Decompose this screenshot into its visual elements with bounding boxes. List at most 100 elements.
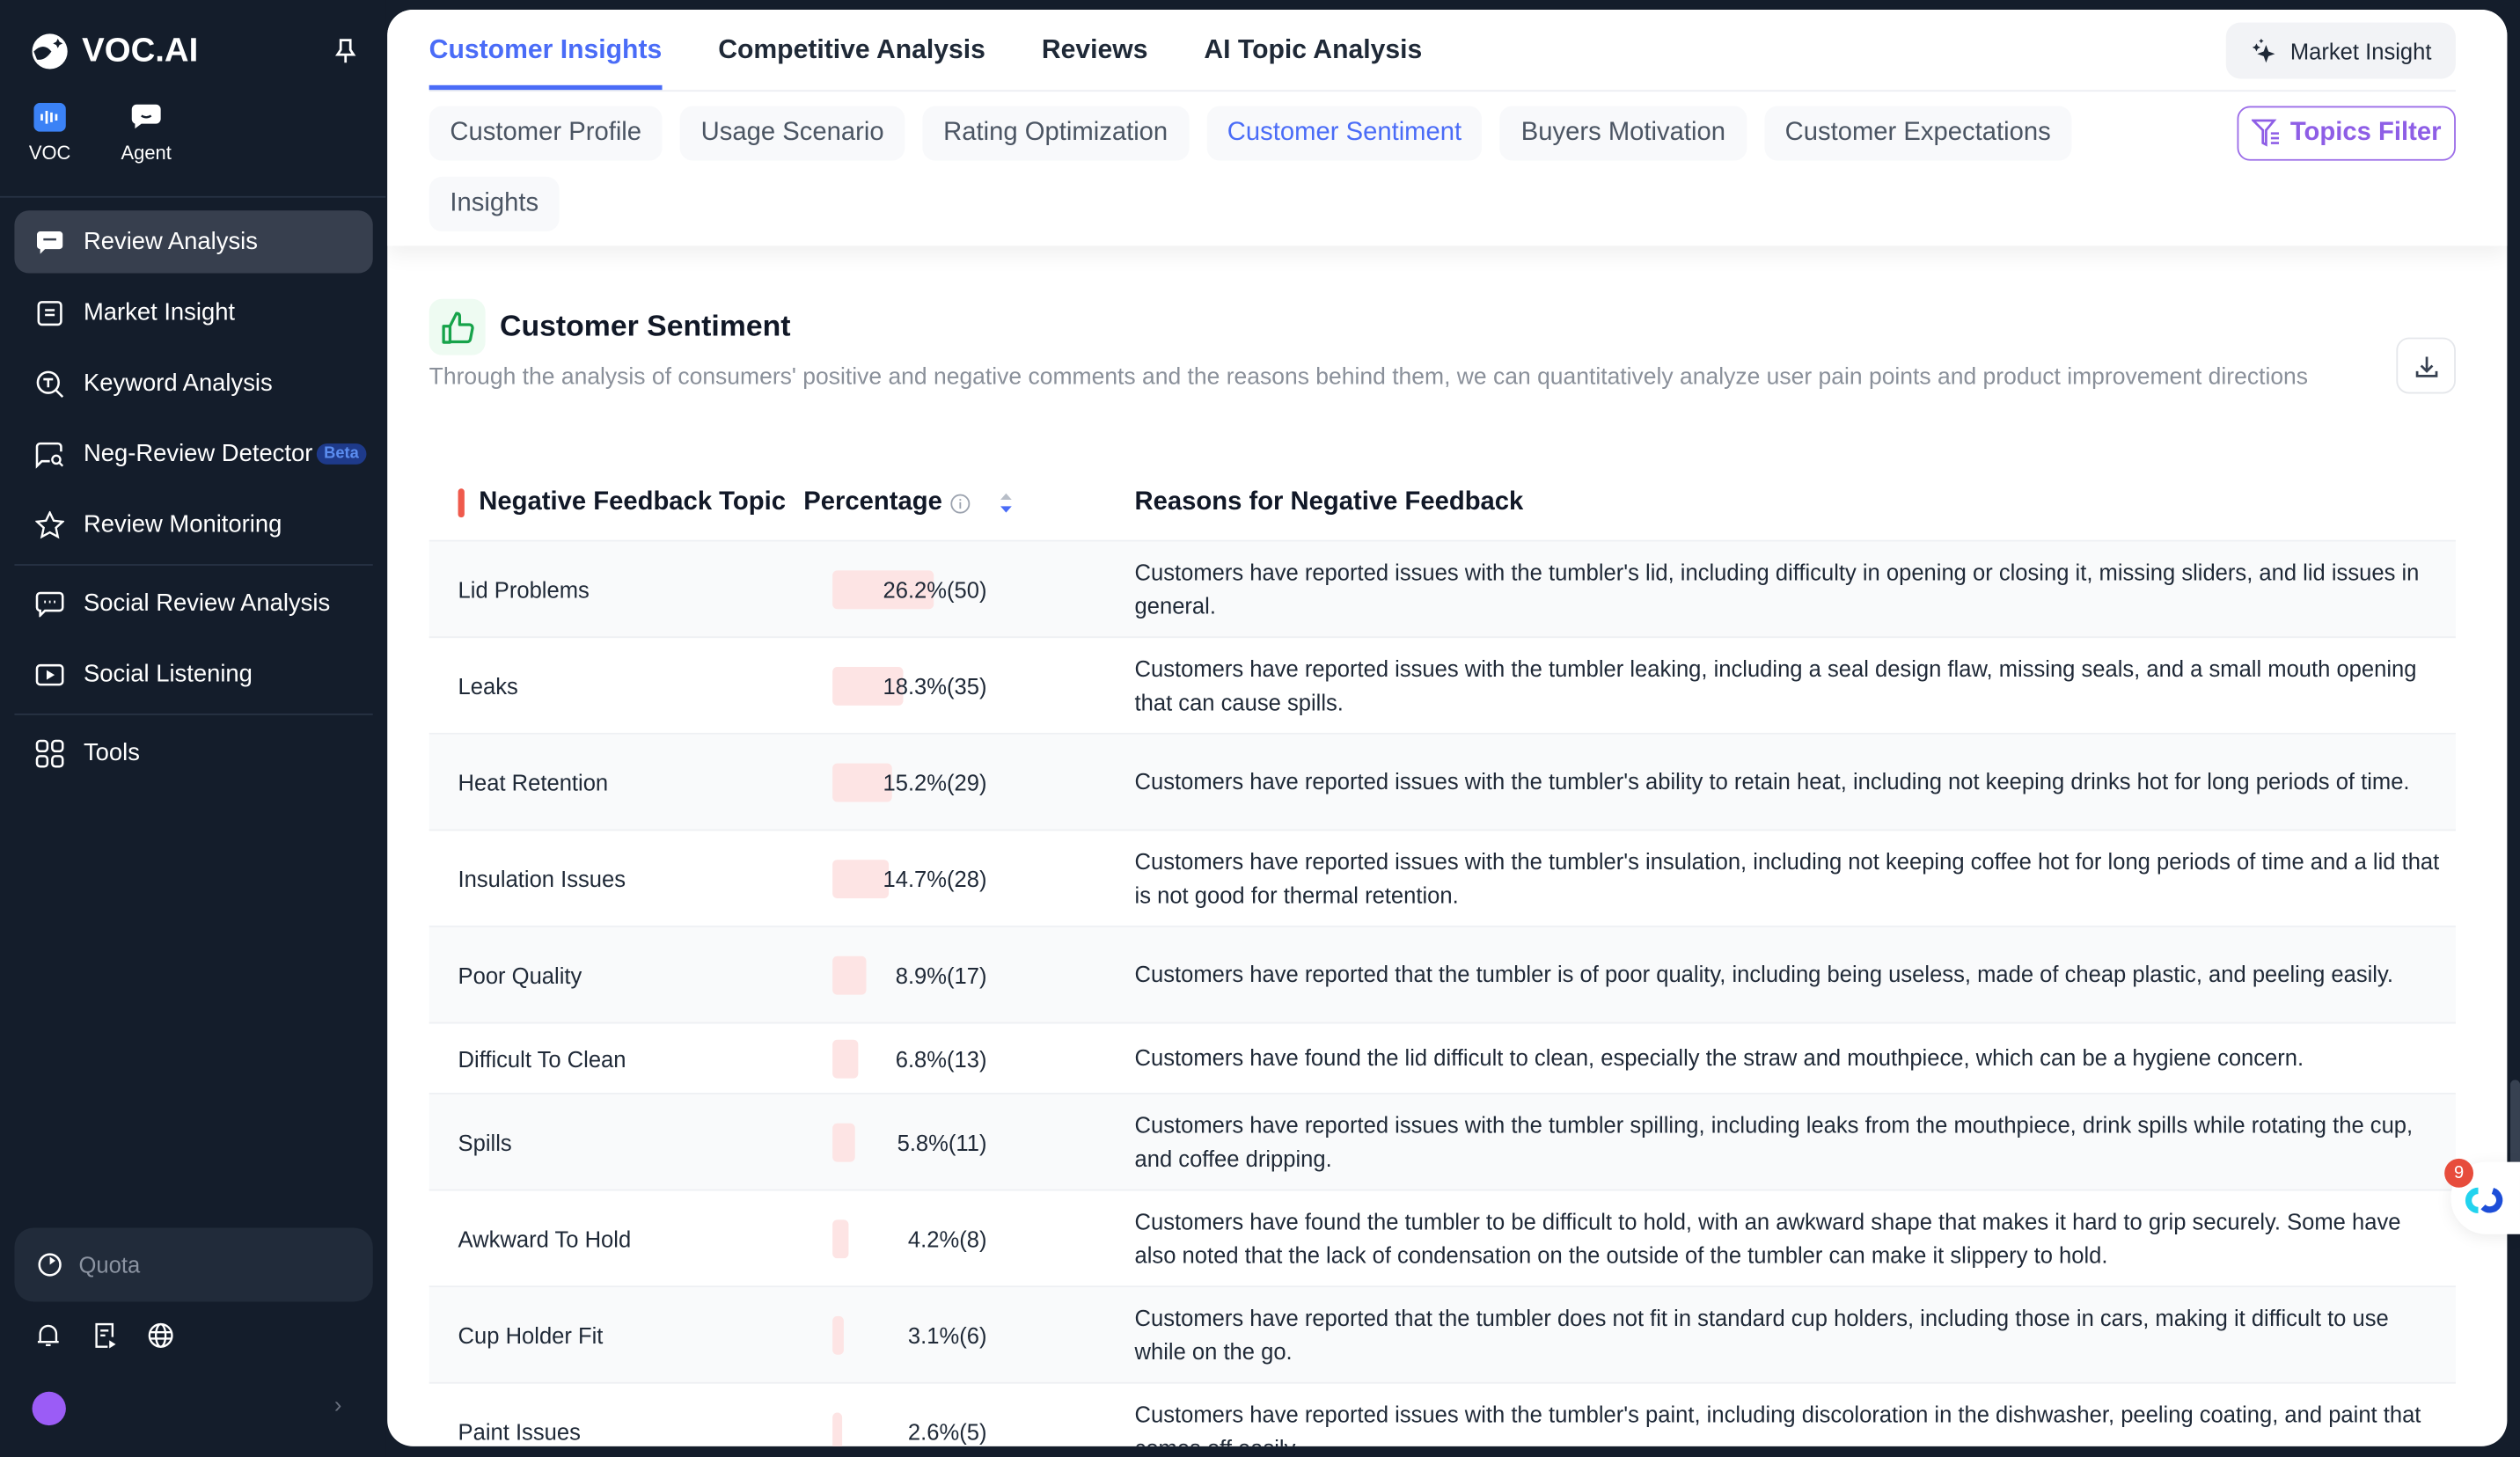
percentage-cell: 15.2%(29) [803,762,1134,802]
sidebar-item-label: Neg-Review Detector [83,440,313,468]
table-row: Lid Problems 26.2%(50) Customers have re… [429,541,2456,639]
chat-search-icon [35,441,64,468]
play-icon [35,663,64,685]
subtab-usage-scenario[interactable]: Usage Scenario [679,106,905,161]
sidebar-item-market-insight[interactable]: Market Insight [14,282,372,344]
scrollbar[interactable] [2510,1080,2520,1177]
tab-customer-insights[interactable]: Customer Insights [429,10,663,91]
market-insight-button[interactable]: Market Insight [2225,22,2456,79]
app-label: VOC [28,141,71,165]
thumbs-up-icon [429,298,486,355]
sidebar-item-social-listening[interactable]: Social Listening [14,643,372,706]
percentage-bar [832,955,868,994]
reason-cell: Customers have found the tumbler to be d… [1134,1207,2401,1268]
subtab-customer-profile[interactable]: Customer Profile [429,106,663,161]
sidebar-item-label: Social Listening [83,660,253,688]
reason-cell: Customers have reported issues with the … [1134,655,2417,714]
keyword-search-icon [36,370,64,398]
topic-cell: Poor Quality [458,962,582,988]
sidebar-item-review-analysis[interactable]: Review Analysis [14,210,373,274]
app-label: Agent [121,141,172,165]
bell-icon[interactable] [35,1322,61,1348]
sparkle-icon [2252,37,2275,62]
subtab-rating-optimization[interactable]: Rating Optimization [922,106,1189,161]
sidebar-item-label: Review Monitoring [83,510,282,538]
header-topic: Negative Feedback Topic [479,488,786,516]
table-row: Insulation Issues 14.7%(28) Customers ha… [429,831,2456,927]
header-reasons: Reasons for Negative Feedback [1134,488,1524,516]
percentage-cell: 8.9%(17) [803,955,1134,994]
beta-badge: Beta [316,443,367,465]
percentage-bar [832,1122,855,1161]
globe-icon[interactable] [148,1322,173,1348]
subtab-insights[interactable]: Insights [429,176,560,232]
sidebar-item-neg-review-detector[interactable]: Neg-Review Detector Beta [14,422,372,485]
percentage-cell: 6.8%(13) [803,1038,1134,1078]
table-row: Leaks 18.3%(35) Customers have reported … [429,638,2456,735]
topic-cell: Cup Holder Fit [458,1322,604,1348]
download-icon [2414,355,2437,377]
subtab-customer-expectations[interactable]: Customer Expectations [1763,106,2072,161]
document-icon [37,300,62,326]
percentage-label: 18.3%(35) [883,672,987,699]
topic-cell: Paint Issues [458,1417,581,1445]
star-icon [35,509,65,538]
info-icon[interactable] [950,493,971,514]
table-row: Difficult To Clean 6.8%(13) Customers ha… [429,1023,2456,1095]
sidebar-item-review-monitoring[interactable]: Review Monitoring [14,494,372,556]
sort-icon[interactable] [999,492,1015,515]
table-row: Paint Issues 2.6%(5) Customers have repo… [429,1384,2456,1446]
tab-competitive-analysis[interactable]: Competitive Analysis [718,35,985,65]
divider [429,90,2456,92]
percentage-label: 15.2%(29) [883,768,987,795]
sidebar: VOC.AI VOC Agent Review Analysis Market … [0,0,386,1457]
quota-button[interactable]: Quota [14,1227,373,1302]
sidebar-item-label: Tools [83,739,140,767]
document-play-icon[interactable] [92,1322,117,1349]
assistant-logo-icon [2465,1187,2503,1214]
main-panel: Customer Insights Competitive Analysis R… [387,9,2508,1446]
filter-icon [2252,119,2280,147]
sidebar-item-social-review-analysis[interactable]: Social Review Analysis [14,572,372,634]
tab-reviews[interactable]: Reviews [1041,35,1148,65]
topic-cell: Awkward To Hold [458,1225,632,1251]
voc-waveform-icon [33,102,66,132]
section-title: Customer Sentiment [500,308,791,343]
reason-cell: Customers have reported issues with the … [1134,847,2440,908]
topic-cell: Lid Problems [458,575,590,603]
percentage-label: 4.2%(8) [907,1225,987,1251]
table-header: Negative Feedback Topic Percentage Reaso… [429,466,2456,542]
table-row: Cup Holder Fit 3.1%(6) Customers have re… [429,1287,2456,1384]
reason-cell: Customers have reported issues with the … [1134,558,2420,619]
clock-icon [38,1253,62,1277]
reason-cell: Customers have reported that the tumbler… [1134,961,2393,987]
divider [14,564,373,566]
chevron-right-icon[interactable]: › [333,1391,342,1417]
app-voc[interactable]: VOC [23,102,77,165]
divider [0,195,386,198]
topics-filter-button[interactable]: Topics Filter [2237,106,2456,161]
download-button[interactable] [2396,337,2456,394]
sidebar-item-keyword-analysis[interactable]: Keyword Analysis [14,352,372,414]
pin-icon[interactable] [334,39,357,64]
quota-label: Quota [78,1251,141,1278]
topic-cell: Leaks [458,672,518,699]
percentage-bar [832,762,891,802]
logo[interactable]: VOC.AI [31,32,199,71]
subtab-buyers-motivation[interactable]: Buyers Motivation [1500,106,1747,161]
avatar[interactable] [32,1391,66,1426]
app-agent[interactable]: Agent [119,103,173,164]
brand-name: VOC.AI [82,32,199,70]
tab-ai-topic-analysis[interactable]: AI Topic Analysis [1204,35,1423,65]
percentage-bar [832,1038,859,1078]
percentage-cell: 18.3%(35) [803,666,1134,705]
topics-filter-label: Topics Filter [2289,119,2442,147]
reason-cell: Customers have found the lid difficult t… [1134,1044,2304,1071]
reason-cell: Customers have reported issues with the … [1134,768,2410,794]
sidebar-item-tools[interactable]: Tools [14,721,372,784]
reason-cell: Customers have reported issues with the … [1134,1111,2414,1171]
percentage-label: 2.6%(5) [907,1417,987,1445]
percentage-cell: 2.6%(5) [803,1411,1134,1446]
subtab-customer-sentiment[interactable]: Customer Sentiment [1206,106,1483,161]
table-row: Poor Quality 8.9%(17) Customers have rep… [429,926,2456,1024]
